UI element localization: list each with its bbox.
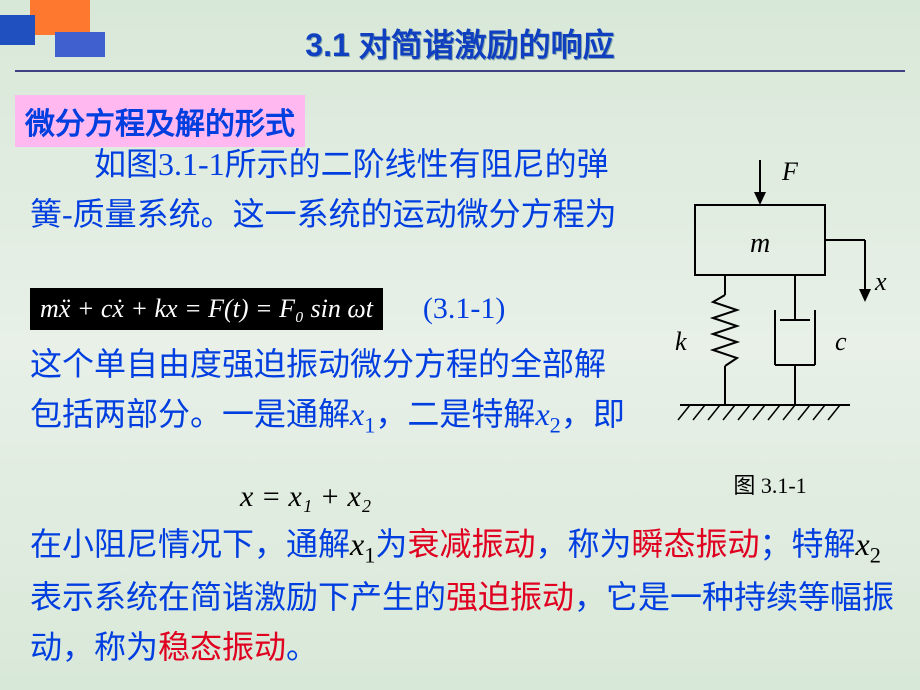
bt-f: ；特解 [759, 526, 855, 562]
chapter-title: 3.1 对简谐激励的响应 [0, 20, 920, 66]
bt-c: 衰减振动 [407, 526, 535, 562]
bt-g: 表示系统在简谐激励下产生的 [30, 579, 446, 615]
bt-j: 稳态振动 [158, 629, 286, 665]
label-c: c [835, 327, 847, 356]
bt-a: 在小阻尼情况下，通解 [30, 526, 350, 562]
figure-3-1-1: F m x k c [640, 150, 900, 500]
title-rule [15, 70, 905, 72]
bt-b: 为 [375, 526, 407, 562]
label-m: m [750, 228, 770, 259]
para2-c: ，即 [561, 396, 625, 432]
para1-text: 如图3.1-1所示的二阶线性有阻尼的弹簧-质量系统。这一系统的运动微分方程为 [30, 146, 617, 232]
equation-image: mẍ + cẋ + kx = F(t) = F₀ sin ωt [30, 288, 383, 330]
bt-x2: x [856, 526, 870, 562]
label-x: x [874, 267, 887, 296]
bt-k: 。 [286, 629, 318, 665]
equation-number: (3.1-1) [423, 292, 505, 326]
equation-row: mẍ + cẋ + kx = F(t) = F₀ sin ωt (3.1-1) [30, 288, 625, 330]
bt-x1: x [350, 526, 364, 562]
figure-caption: 图 3.1-1 [640, 468, 900, 500]
para2-b: ，二是特解 [375, 396, 535, 432]
bt-d: ，称为 [535, 526, 631, 562]
para2-x2: x [535, 396, 549, 432]
paragraph-2: 这个单自由度强迫振动微分方程的全部解包括两部分。一是通解x1，二是特解x2，即 [30, 340, 625, 443]
figure-svg: F m x k c [640, 150, 900, 470]
para2-x1: x [350, 396, 364, 432]
bt-e: 瞬态振动 [631, 526, 759, 562]
equation-mid: x = x₁ + x₂ [240, 480, 371, 514]
label-k: k [675, 327, 687, 356]
paragraph-3: 在小阻尼情况下，通解x1为衰减振动，称为瞬态振动；特解x2表示系统在简谐激励下产… [30, 520, 900, 672]
label-F: F [781, 157, 799, 186]
bt-h: 强迫振动 [446, 579, 574, 615]
paragraph-1: 如图3.1-1所示的二阶线性有阻尼的弹簧-质量系统。这一系统的运动微分方程为 [30, 140, 625, 239]
